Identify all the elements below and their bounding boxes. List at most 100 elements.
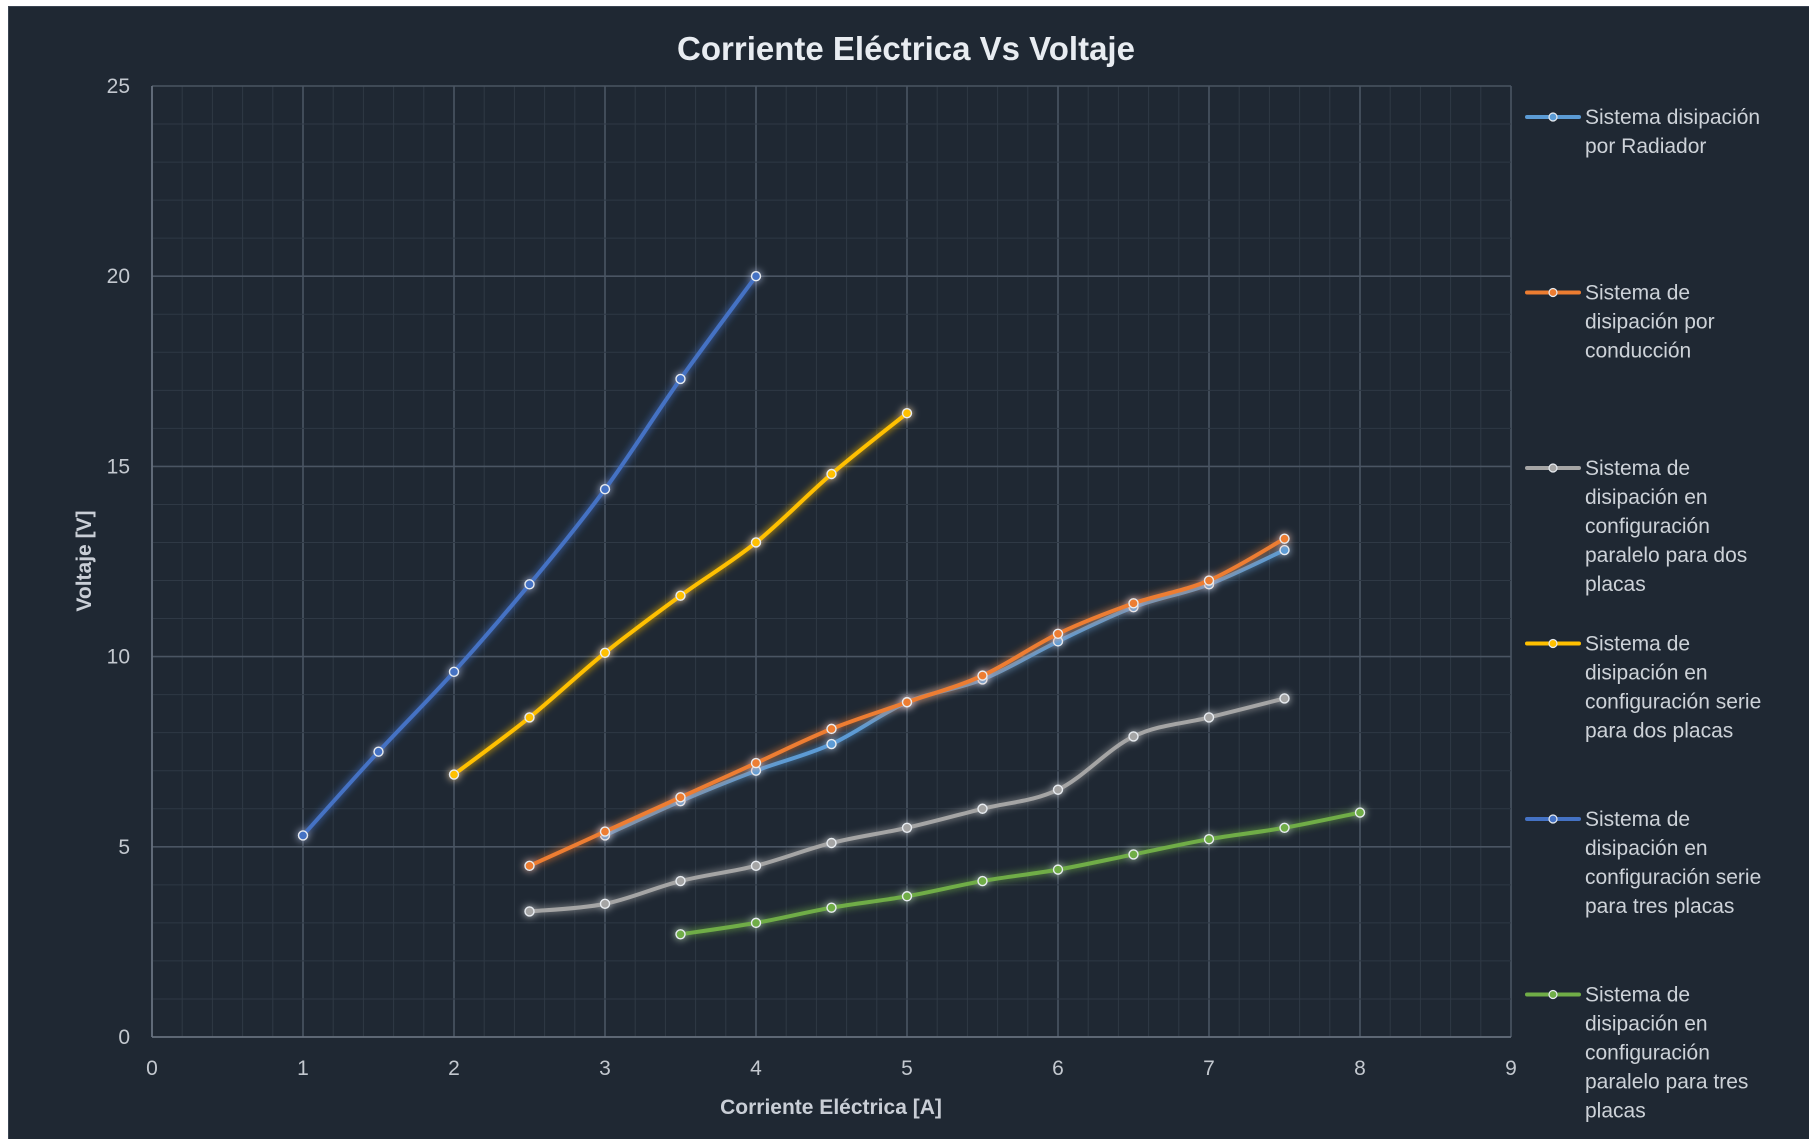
- legend-swatch-marker: [1548, 814, 1558, 824]
- data-point: [599, 898, 611, 910]
- legend: Sistema disipación por Radiador Sistema de…: [1525, 106, 1761, 1123]
- chart-title: Corriente Eléctrica Vs Voltaje: [677, 30, 1135, 67]
- legend-label: para tres placas: [1585, 895, 1734, 918]
- x-tick-label: 6: [1052, 1057, 1064, 1080]
- data-point: [750, 917, 762, 929]
- axis-ticks: 0 1 2 3 4 5 6 7 8 9 0 5 10 15 20 25: [107, 75, 1517, 1080]
- data-point: [750, 537, 762, 548]
- y-tick-label: 20: [107, 265, 130, 288]
- legend-swatch-marker: [1548, 638, 1558, 649]
- data-point: [1128, 849, 1139, 860]
- series-line: [603, 548, 1287, 838]
- legend-swatch-marker: [1548, 463, 1558, 473]
- x-tick-label: 2: [448, 1057, 460, 1080]
- legend-item: Sistema de disipación en configuración ser…: [1525, 633, 1761, 743]
- data-point: [599, 826, 611, 837]
- data-point: [901, 822, 913, 833]
- legend-item: Sistema de disipación en configuración para…: [1525, 457, 1747, 596]
- legend-label: Sistema de: [1585, 282, 1690, 305]
- legend-label: configuración: [1585, 515, 1710, 538]
- legend-label: disipación por: [1585, 311, 1715, 334]
- series-layer: [297, 271, 1366, 940]
- data-point: [1052, 628, 1064, 639]
- data-point: [1279, 693, 1290, 704]
- y-axis-title: Voltaje [V]: [73, 510, 96, 611]
- legend-label: Sistema de: [1585, 633, 1690, 656]
- legend-label: Sistema de: [1585, 808, 1690, 831]
- x-tick-label: 4: [750, 1057, 762, 1080]
- legend-label: Sistema de: [1585, 457, 1690, 480]
- data-point: [1052, 864, 1064, 875]
- x-tick-label: 9: [1505, 1057, 1517, 1080]
- legend-label: disipación en: [1585, 486, 1708, 509]
- legend-label: Sistema de: [1585, 984, 1690, 1007]
- legend-label: paralelo para dos: [1585, 544, 1747, 567]
- y-tick-label: 0: [118, 1026, 130, 1049]
- data-point: [826, 723, 837, 735]
- x-tick-label: 8: [1354, 1057, 1366, 1080]
- legend-item: Sistema disipación por Radiador: [1525, 106, 1760, 158]
- data-point: [750, 271, 762, 282]
- data-point: [373, 746, 384, 757]
- legend-label: configuración serie: [1585, 691, 1761, 714]
- data-point: [977, 875, 988, 887]
- y-tick-label: 10: [107, 646, 130, 669]
- data-point: [977, 670, 988, 681]
- data-point: [675, 590, 686, 601]
- data-point: [675, 792, 686, 803]
- legend-label: paralelo para tres: [1585, 1071, 1748, 1094]
- data-point: [297, 830, 309, 841]
- chart-area: [8, 6, 1809, 1139]
- legend-item: Sistema de disipación en configuración para…: [1525, 984, 1748, 1123]
- legend-label: Sistema disipación: [1585, 106, 1760, 129]
- data-point: [675, 373, 686, 385]
- data-point: [901, 891, 913, 902]
- legend-item: Sistema de disipación por conducción: [1525, 282, 1715, 363]
- legend-swatch-marker: [1548, 989, 1558, 1000]
- legend-label: conducción: [1585, 340, 1691, 363]
- data-point: [1203, 575, 1215, 586]
- data-point: [524, 906, 535, 917]
- legend-swatch-marker: [1548, 112, 1558, 122]
- data-point: [901, 407, 913, 419]
- data-point: [448, 666, 460, 678]
- data-point: [1203, 833, 1215, 845]
- legend-label: disipación en: [1585, 837, 1708, 860]
- data-point: [599, 647, 611, 658]
- series-5: [297, 271, 762, 841]
- data-point: [1052, 784, 1064, 795]
- series-line: [678, 810, 1362, 937]
- legend-label: placas: [1585, 573, 1646, 596]
- data-point: [901, 697, 913, 708]
- legend-label: disipación en: [1585, 662, 1708, 685]
- data-point: [826, 837, 837, 849]
- series-2: [524, 533, 1290, 872]
- data-point: [750, 860, 762, 872]
- data-point: [977, 803, 988, 814]
- data-point: [750, 757, 762, 769]
- x-axis-title: Corriente Eléctrica [A]: [720, 1096, 942, 1119]
- legend-swatch-marker: [1548, 287, 1558, 298]
- data-point: [675, 875, 686, 887]
- series-3: [524, 693, 1290, 917]
- legend-label: por Radiador: [1585, 135, 1706, 158]
- x-tick-label: 3: [599, 1057, 611, 1080]
- x-tick-label: 1: [297, 1057, 309, 1080]
- data-point: [1203, 712, 1215, 723]
- x-tick-label: 0: [146, 1057, 158, 1080]
- legend-label: configuración serie: [1585, 866, 1761, 889]
- data-point: [524, 579, 535, 590]
- data-point: [826, 902, 837, 913]
- data-point: [826, 468, 837, 480]
- data-point: [448, 769, 460, 780]
- legend-item: Sistema de disipación en configuración ser…: [1525, 808, 1761, 918]
- data-point: [675, 929, 686, 940]
- data-point: [1279, 822, 1290, 833]
- data-point: [1354, 807, 1366, 818]
- y-tick-label: 25: [107, 75, 130, 98]
- data-point: [524, 860, 535, 872]
- data-point: [599, 484, 611, 495]
- data-point: [1279, 544, 1290, 556]
- x-tick-label: 7: [1203, 1057, 1215, 1080]
- legend-label: placas: [1585, 1100, 1646, 1123]
